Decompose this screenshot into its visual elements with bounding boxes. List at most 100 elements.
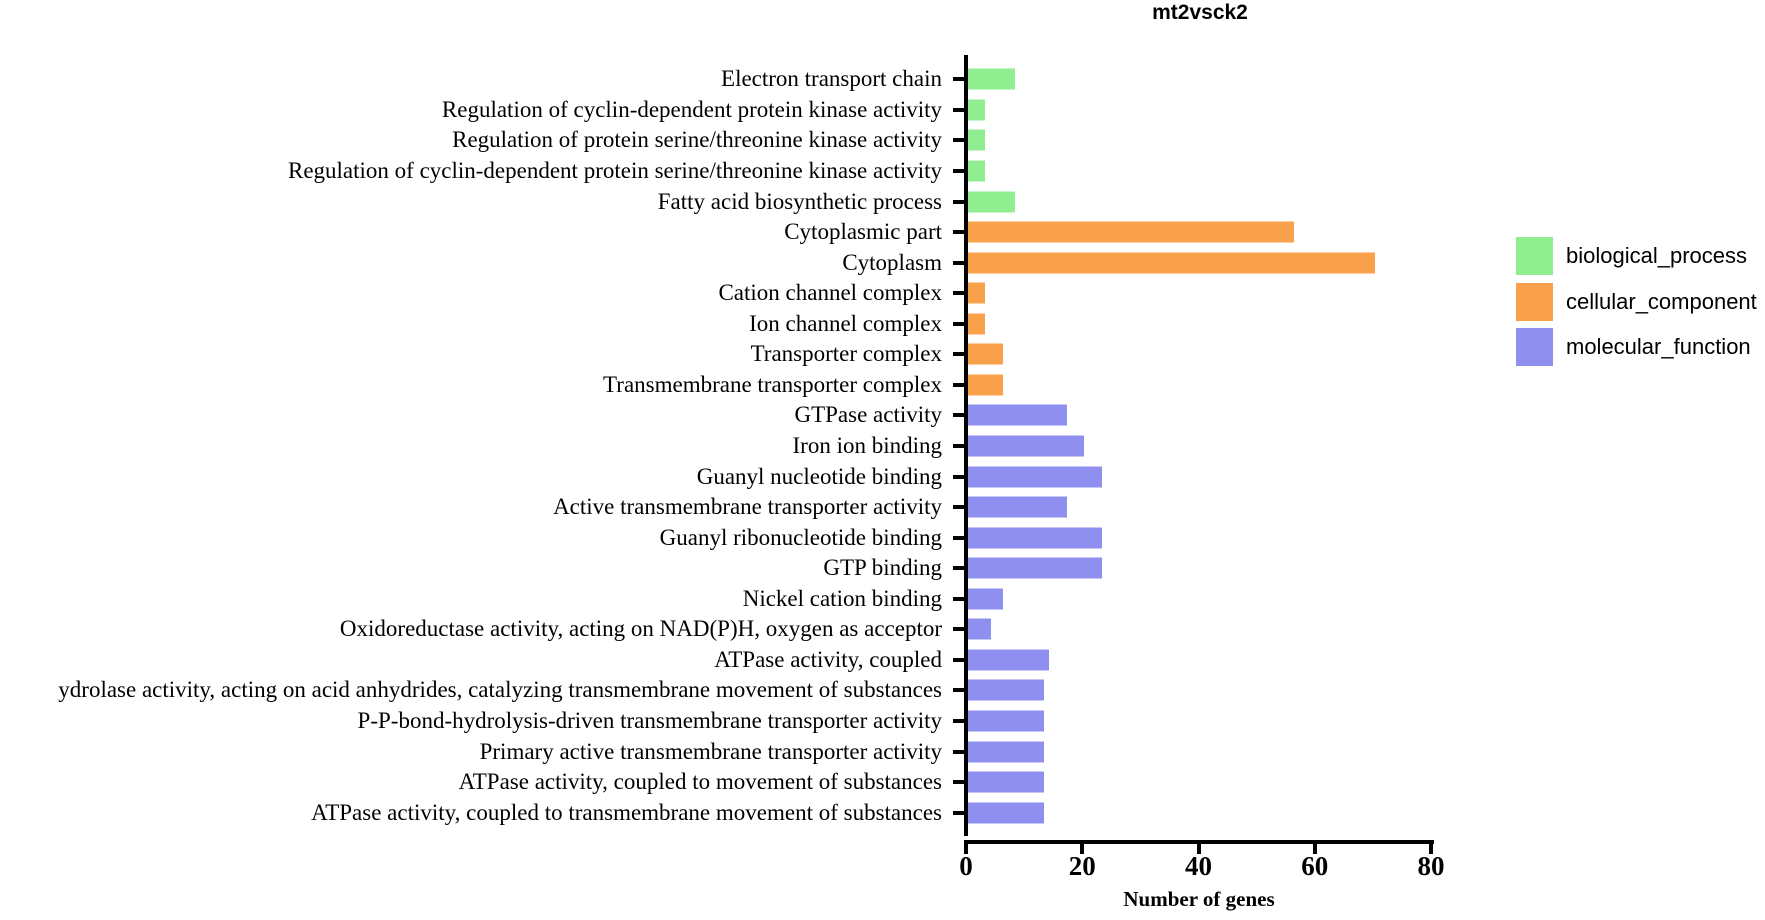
y-axis-tick	[953, 780, 965, 785]
bar-row: Fatty acid biosynthetic process	[0, 186, 1765, 217]
y-axis-tick	[953, 596, 965, 601]
y-axis-tick	[953, 535, 965, 540]
bar-row: Regulation of cyclin-dependent protein k…	[0, 95, 1765, 126]
category-label: Cytoplasmic part	[784, 219, 942, 245]
category-label: Iron ion binding	[792, 432, 943, 458]
category-label: Electron transport chain	[721, 66, 942, 92]
y-axis-tick	[953, 260, 965, 265]
y-axis-tick	[953, 657, 965, 662]
bar-row: Transmembrane transporter complex	[0, 370, 1765, 401]
bar	[968, 466, 1102, 488]
y-axis-tick	[953, 719, 965, 724]
x-axis-tick	[1196, 840, 1201, 854]
y-axis-tick	[953, 77, 965, 82]
y-axis-tick	[953, 505, 965, 510]
bar	[968, 527, 1102, 549]
bar	[968, 710, 1044, 732]
bar	[968, 282, 986, 304]
y-axis-tick	[953, 168, 965, 173]
category-label: Fatty acid biosynthetic process	[657, 188, 942, 214]
bar	[968, 679, 1044, 701]
category-label: Nickel cation binding	[742, 585, 942, 611]
category-label: Regulation of protein serine/threonine k…	[452, 127, 942, 153]
y-axis-line	[964, 55, 968, 836]
bar-row: Cytoplasmic part	[0, 217, 1765, 248]
x-axis-tick	[1080, 840, 1085, 854]
bar-row: Guanyl ribonucleotide binding	[0, 522, 1765, 553]
bar-row: Transporter complex	[0, 339, 1765, 370]
category-label: Regulation of cyclin-dependent protein s…	[287, 157, 942, 183]
x-tick-label: 40	[1185, 851, 1212, 881]
y-axis-tick	[953, 413, 965, 418]
bar-row: Iron ion binding	[0, 431, 1765, 462]
y-axis-tick	[953, 138, 965, 143]
x-tick-label: 80	[1417, 851, 1445, 881]
category-label: ATPase activity, coupled	[714, 646, 942, 672]
bar	[968, 99, 986, 121]
y-axis-tick	[953, 749, 965, 754]
bar-row: Electron transport chain	[0, 64, 1765, 95]
legend-label-molecular_function: molecular_function	[1566, 334, 1751, 359]
y-axis-tick	[953, 321, 965, 326]
y-axis-tick	[953, 688, 965, 693]
category-label: Oxidoreductase activity, acting on NAD(P…	[339, 616, 942, 642]
bar-row: Ion channel complex	[0, 308, 1765, 339]
bar	[968, 191, 1015, 212]
bar-row: Primary active transmembrane transporter…	[0, 736, 1765, 767]
bar	[968, 160, 986, 182]
bar	[968, 252, 1375, 274]
bar-row: ydrolase activity, acting on acid anhydr…	[0, 675, 1765, 706]
category-label: Guanyl ribonucleotide binding	[659, 524, 942, 550]
bar	[968, 649, 1050, 671]
bar	[968, 343, 1003, 365]
x-axis-tick	[1429, 840, 1433, 854]
bar	[968, 435, 1085, 457]
bar-row: GTP binding	[0, 553, 1765, 584]
category-label: Ion channel complex	[749, 310, 942, 336]
legend-label-biological_process: biological_process	[1566, 243, 1747, 268]
y-axis-tick	[953, 443, 965, 448]
category-label: Guanyl nucleotide binding	[696, 463, 942, 489]
bar-row: Oxidoreductase activity, acting on NAD(P…	[0, 614, 1765, 645]
bar-row: Guanyl nucleotide binding	[0, 461, 1765, 492]
category-label: P-P-bond-hydrolysis-driven transmembrane…	[357, 708, 942, 734]
category-label: Cytoplasm	[842, 249, 942, 275]
bar	[968, 404, 1067, 426]
y-axis-tick	[953, 810, 965, 815]
bar-row: Nickel cation binding	[0, 584, 1765, 615]
y-axis-tick	[953, 382, 965, 387]
x-tick-label: 60	[1301, 851, 1329, 881]
bar	[968, 741, 1044, 763]
chart-title: mt2vsck2	[1152, 1, 1248, 24]
y-axis-tick	[953, 199, 965, 204]
bar	[968, 802, 1044, 824]
bar-row: Regulation of cyclin-dependent protein s…	[0, 156, 1765, 187]
category-label: Transmembrane transporter complex	[603, 371, 942, 397]
legend-swatch-biological_process	[1516, 237, 1553, 275]
bar-row: P-P-bond-hydrolysis-driven transmembrane…	[0, 706, 1765, 737]
x-axis-tick	[1312, 840, 1317, 854]
bar	[968, 618, 992, 640]
y-axis-tick	[953, 627, 965, 632]
bar-row: ATPase activity, coupled to transmembran…	[0, 797, 1765, 828]
bar-row: ATPase activity, coupled to movement of …	[0, 767, 1765, 798]
category-label: Active transmembrane transporter activit…	[553, 494, 942, 520]
bar-row: Regulation of protein serine/threonine k…	[0, 125, 1765, 156]
legend-swatch-cellular_component	[1516, 282, 1553, 321]
category-label: Cation channel complex	[718, 280, 942, 306]
bar-row: Active transmembrane transporter activit…	[0, 492, 1765, 523]
bar	[968, 129, 986, 151]
bar-row: ATPase activity, coupled	[0, 645, 1765, 676]
category-label: Regulation of cyclin-dependent protein k…	[441, 96, 942, 122]
bar	[968, 771, 1044, 793]
bar	[968, 374, 1003, 396]
y-axis-tick	[953, 352, 965, 357]
bar	[968, 68, 1015, 90]
category-label: Primary active transmembrane transporter…	[479, 738, 942, 764]
category-label: ATPase activity, coupled to transmembran…	[311, 799, 942, 825]
x-tick-label: 20	[1068, 851, 1096, 881]
y-axis-tick	[953, 291, 965, 296]
y-axis-tick	[953, 474, 965, 479]
legend-swatch-molecular_function	[1516, 328, 1553, 366]
